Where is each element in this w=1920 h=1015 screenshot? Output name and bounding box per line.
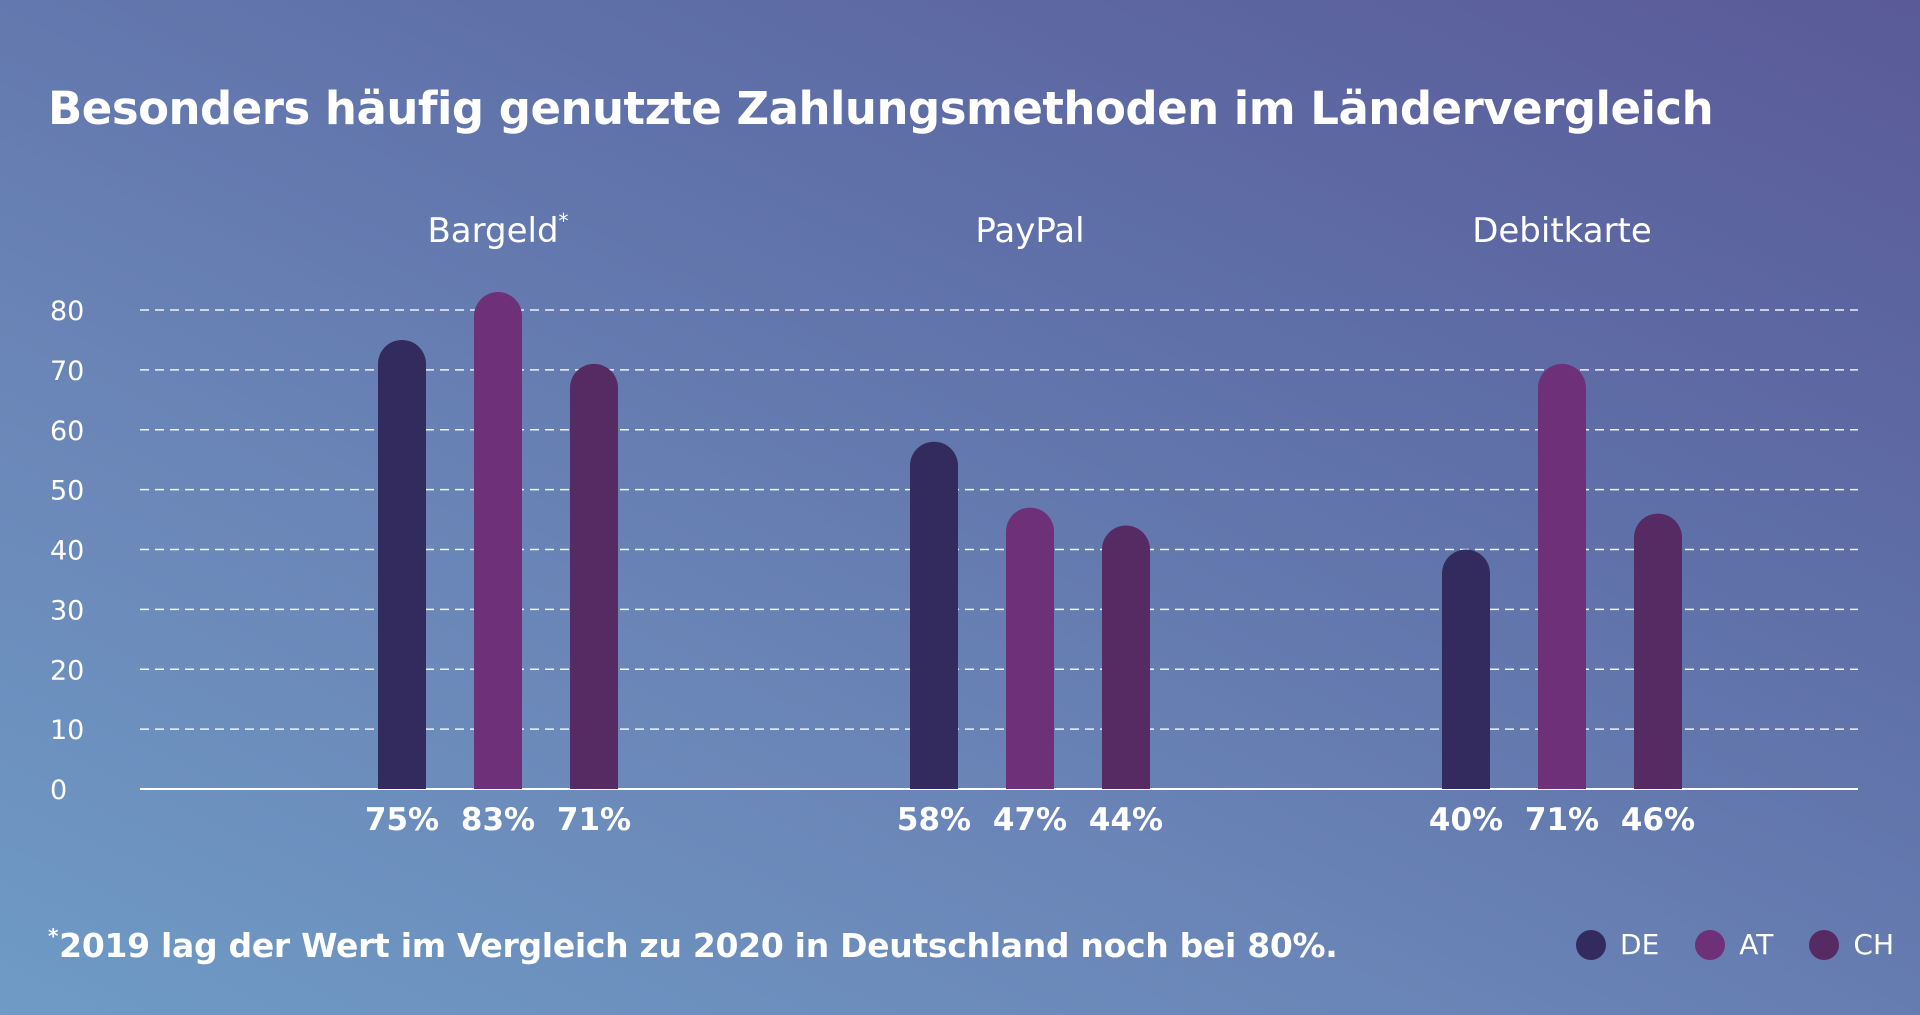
data-label-ch-paypal: 44% <box>1089 802 1163 838</box>
chart-title: Besonders häufig genutzte Zahlungsmethod… <box>48 82 1714 135</box>
data-label-de-debitkarte: 40% <box>1429 802 1503 838</box>
y-tick-label-10: 10 <box>50 715 84 746</box>
data-label-ch-debitkarte: 46% <box>1621 802 1695 838</box>
data-label-ch-bargeld: 71% <box>557 802 631 838</box>
legend-swatch-at <box>1695 929 1726 960</box>
group-label-bargeld: Bargeld* <box>427 209 568 251</box>
y-tick-label-70: 70 <box>50 356 84 387</box>
legend-item-at: AT <box>1695 928 1773 961</box>
data-label-at-debitkarte: 71% <box>1525 802 1599 838</box>
footnote: *2019 lag der Wert im Vergleich zu 2020 … <box>48 924 1338 965</box>
bar-at-paypal <box>1006 507 1054 789</box>
group-label-paypal: PayPal <box>975 211 1084 251</box>
data-label-at-paypal: 47% <box>993 802 1067 838</box>
bar-at-debitkarte <box>1538 363 1586 789</box>
bar-de-paypal <box>910 441 958 789</box>
footnote-marker: * <box>48 924 59 948</box>
legend-swatch-ch <box>1809 929 1840 960</box>
legend-label-at: AT <box>1739 928 1774 961</box>
y-tick-label-80: 80 <box>50 296 84 327</box>
y-tick-label-50: 50 <box>50 476 84 507</box>
group-labels: Bargeld* PayPal Debitkarte <box>427 209 1651 251</box>
data-labels: 75% 58% 40% 83% 47% 71% 71% 44% 46% <box>365 802 1695 838</box>
y-axis: 0 10 20 30 40 50 60 70 80 <box>50 296 84 806</box>
legend-label-ch: CH <box>1853 928 1894 961</box>
legend-label-de: DE <box>1620 928 1660 961</box>
bar-at-bargeld <box>474 292 522 789</box>
data-label-de-paypal: 58% <box>897 802 971 838</box>
legend-swatch-de <box>1576 929 1607 960</box>
footnote-text: 2019 lag der Wert im Vergleich zu 2020 i… <box>59 926 1338 965</box>
legend: DE AT CH <box>1576 928 1894 961</box>
y-tick-label-30: 30 <box>50 595 84 626</box>
y-tick-label-0: 0 <box>50 775 67 806</box>
y-tick-label-40: 40 <box>50 536 84 567</box>
y-tick-label-20: 20 <box>50 655 84 686</box>
legend-item-ch: CH <box>1809 928 1894 961</box>
bar-de-debitkarte <box>1442 549 1490 789</box>
data-label-at-bargeld: 83% <box>461 802 535 838</box>
bar-de-bargeld <box>378 339 426 789</box>
bar-ch-debitkarte <box>1634 513 1682 789</box>
y-tick-label-60: 60 <box>50 416 84 447</box>
legend-item-de: DE <box>1576 928 1659 961</box>
bar-ch-paypal <box>1102 525 1150 789</box>
group-label-debitkarte: Debitkarte <box>1472 211 1652 251</box>
data-label-de-bargeld: 75% <box>365 802 439 838</box>
bar-ch-bargeld <box>570 363 618 789</box>
bars <box>378 292 1682 789</box>
